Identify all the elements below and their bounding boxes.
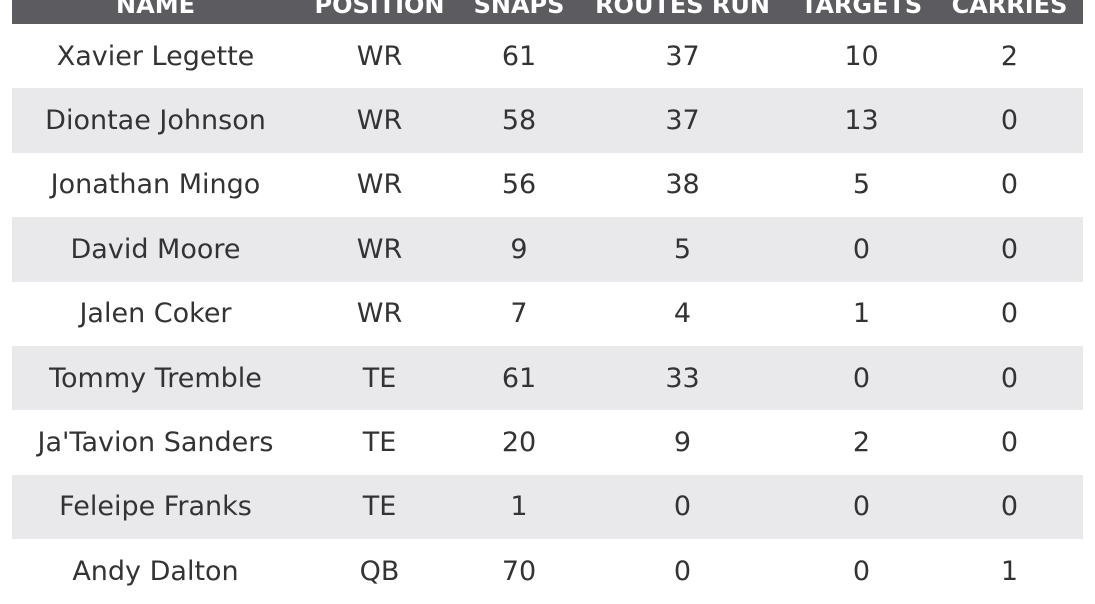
table-row: Ja'Tavion Sanders TE 20 9 2 0: [12, 410, 1083, 475]
carries-cell: 0: [1000, 427, 1019, 459]
targets-cell: 2: [852, 427, 871, 459]
routes-run-cell: 9: [673, 427, 692, 459]
table-row: David Moore WR 9 5 0 0: [12, 217, 1083, 282]
snap-count-table-container: NAME POSITION SNAPS ROUTES RUN TARGETS C…: [12, 0, 1083, 604]
player-name-cell: Diontae Johnson: [45, 105, 266, 137]
player-name-cell: Andy Dalton: [72, 555, 239, 587]
routes-run-cell: 37: [665, 105, 700, 137]
carries-cell: 0: [1000, 298, 1019, 330]
header-routes-run[interactable]: ROUTES RUN: [595, 0, 770, 19]
player-name-cell: David Moore: [70, 233, 241, 265]
snaps-cell: 61: [501, 362, 537, 394]
header-snaps[interactable]: SNAPS: [473, 0, 565, 19]
player-name-cell: Ja'Tavion Sanders: [37, 427, 274, 459]
carries-cell: 0: [1000, 233, 1019, 265]
routes-run-cell: 37: [665, 40, 700, 72]
routes-run-cell: 0: [673, 491, 692, 523]
header-name[interactable]: NAME: [116, 0, 195, 19]
player-name-cell: Jonathan Mingo: [50, 169, 261, 201]
routes-run-cell: 33: [665, 362, 700, 394]
routes-run-cell: 4: [673, 298, 692, 330]
snaps-cell: 7: [510, 298, 528, 330]
table-row: Xavier Legette WR 61 37 10 2: [12, 24, 1083, 89]
snaps-cell: 70: [501, 555, 537, 587]
header-position[interactable]: POSITION: [314, 0, 445, 19]
position-cell: WR: [356, 169, 403, 201]
carries-cell: 1: [1000, 555, 1019, 587]
player-name-cell: Tommy Tremble: [49, 362, 262, 394]
targets-cell: 10: [844, 40, 879, 72]
player-name-cell: Xavier Legette: [56, 40, 255, 72]
table-row: Jonathan Mingo WR 56 38 5 0: [12, 152, 1083, 218]
table-row: Feleipe Franks TE 1 0 0 0: [12, 474, 1083, 540]
position-cell: TE: [362, 491, 397, 523]
player-name-cell: Feleipe Franks: [59, 491, 252, 523]
header-carries[interactable]: CARRIES: [951, 0, 1068, 19]
targets-cell: 13: [844, 105, 879, 137]
targets-cell: 0: [852, 491, 871, 523]
routes-run-cell: 38: [665, 169, 700, 201]
targets-cell: 5: [852, 169, 871, 201]
table-row: Andy Dalton QB 70 0 0 1: [12, 539, 1083, 604]
carries-cell: 2: [1000, 40, 1019, 72]
player-name-cell: Jalen Coker: [79, 298, 232, 330]
carries-cell: 0: [1000, 491, 1019, 523]
carries-cell: 0: [1000, 362, 1019, 394]
table-row: Tommy Tremble TE 61 33 0 0: [12, 345, 1083, 411]
targets-cell: 0: [852, 555, 871, 587]
targets-cell: 1: [852, 298, 871, 330]
position-cell: WR: [356, 298, 403, 330]
snaps-cell: 9: [510, 233, 528, 265]
carries-cell: 0: [1000, 169, 1019, 201]
targets-cell: 0: [852, 233, 871, 265]
position-cell: WR: [356, 233, 403, 265]
position-cell: WR: [356, 105, 403, 137]
header-targets[interactable]: TARGETS: [800, 0, 923, 19]
routes-run-cell: 0: [673, 555, 692, 587]
snaps-cell: 20: [501, 427, 537, 459]
position-cell: TE: [362, 427, 397, 459]
position-cell: WR: [356, 40, 403, 72]
snap-count-table: NAME POSITION SNAPS ROUTES RUN TARGETS C…: [12, 0, 1083, 604]
snaps-cell: 61: [501, 40, 537, 72]
position-cell: TE: [362, 362, 397, 394]
carries-cell: 0: [1000, 105, 1019, 137]
table-body: Xavier Legette WR 61 37 10 2 Diontae Johnson WR…: [12, 24, 1083, 604]
table-header-row: NAME POSITION SNAPS ROUTES RUN TARGETS C…: [12, 0, 1083, 24]
snaps-cell: 1: [510, 491, 528, 523]
snaps-cell: 56: [501, 169, 537, 201]
table-row: Diontae Johnson WR 58 37 13 0: [12, 88, 1083, 153]
routes-run-cell: 5: [673, 233, 692, 265]
table-row: Jalen Coker WR 7 4 1 0: [12, 281, 1083, 346]
targets-cell: 0: [852, 362, 871, 394]
snaps-cell: 58: [501, 105, 537, 137]
position-cell: QB: [359, 555, 400, 587]
